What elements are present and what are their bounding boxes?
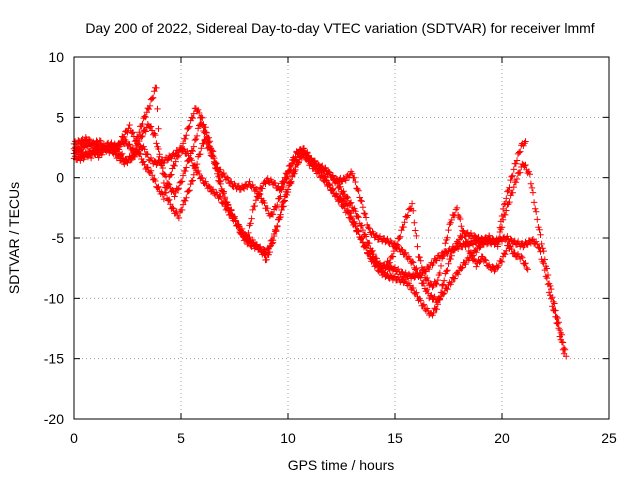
x-tick-label: 25 bbox=[601, 430, 617, 446]
axis-ticks: 0 5 10 15 20 25 -20 -15 -10 -5 0 5 10 bbox=[44, 49, 617, 446]
x-tick-label: 15 bbox=[387, 430, 403, 446]
x-tick-label: 10 bbox=[280, 430, 296, 446]
series-track-a bbox=[70, 139, 568, 357]
x-tick-label: 20 bbox=[494, 430, 510, 446]
chart-title: Day 200 of 2022, Sidereal Day-to-day VTE… bbox=[85, 20, 594, 36]
series-track-b bbox=[70, 84, 570, 360]
y-axis-label: SDTVAR / TECUs bbox=[6, 182, 22, 294]
y-tick-label: 5 bbox=[56, 109, 64, 125]
y-tick-label: 0 bbox=[56, 170, 64, 186]
y-tick-label: -20 bbox=[44, 411, 64, 427]
y-tick-label: -15 bbox=[44, 351, 64, 367]
point-markers bbox=[70, 139, 568, 357]
y-tick-label: 10 bbox=[48, 49, 64, 65]
y-tick-label: -5 bbox=[52, 230, 65, 246]
data-points bbox=[70, 84, 570, 360]
point-markers bbox=[70, 84, 570, 360]
x-tick-label: 5 bbox=[177, 430, 185, 446]
y-tick-label: -10 bbox=[44, 290, 64, 306]
x-tick-label: 0 bbox=[70, 430, 78, 446]
x-axis-label: GPS time / hours bbox=[288, 457, 395, 473]
